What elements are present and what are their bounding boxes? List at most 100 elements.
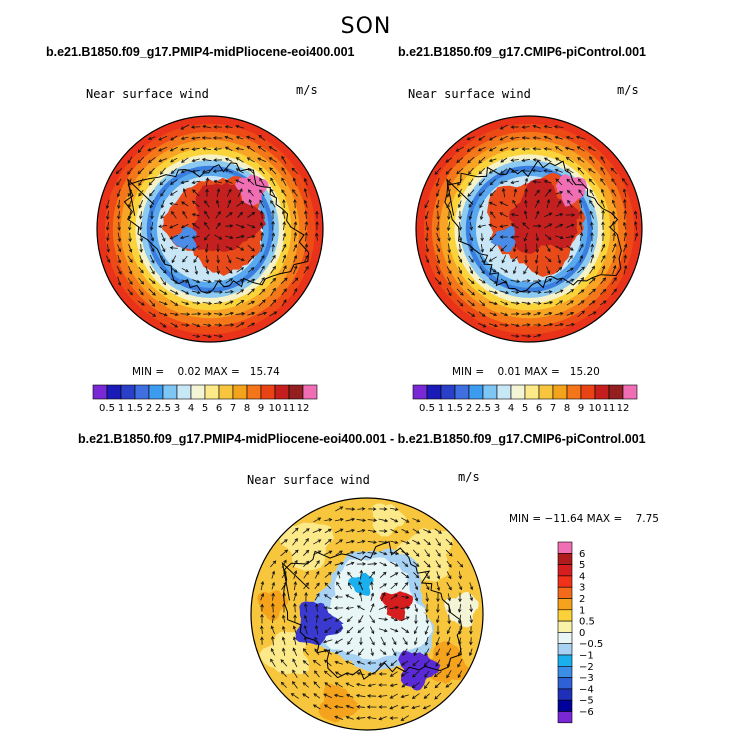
colorbar-label-0-4: 2.5 xyxy=(155,403,171,414)
colorbar-swatch-1-6 xyxy=(496,384,512,400)
panel-top-left-max-wind-region xyxy=(235,174,269,206)
panel-top-left-map xyxy=(96,115,324,343)
colorbar-label-2-3: 3 xyxy=(579,583,585,594)
colorbar-label-2-1: 5 xyxy=(579,560,585,571)
colorbar-swatch-2-14 xyxy=(557,699,573,712)
panel-diff-map xyxy=(250,497,484,731)
panel-top-left-case-title: b.e21.B1850.f09_g17.PMIP4-midPliocene-eo… xyxy=(46,45,355,59)
panel-diff-field-label: Near surface wind xyxy=(247,473,370,487)
panel-top-right-colorbar: 0.5 1 1.5 2 2.5 3 4 5 6 7 8 9 10 11 12 xyxy=(412,384,638,414)
colorbar-swatch-1-12 xyxy=(580,384,596,400)
colorbar-label-1-14: 12 xyxy=(617,403,630,414)
colorbar-swatch-1-4 xyxy=(468,384,484,400)
panel-diff-minmax: MIN = −11.64 MAX = 7.75 xyxy=(509,513,659,525)
colorbar-label-1-8: 6 xyxy=(536,403,542,414)
panel-top-right-field-label: Near surface wind xyxy=(408,87,531,101)
colorbar-swatch-2-4 xyxy=(557,586,573,599)
colorbar-swatch-2-1 xyxy=(557,553,573,565)
colorbar-swatch-1-7 xyxy=(510,384,526,400)
colorbar-label-0-0: 0.5 xyxy=(99,403,115,414)
colorbar-label-0-3: 2 xyxy=(146,403,152,414)
colorbar-label-2-6: 0.5 xyxy=(579,617,595,628)
colorbar-label-2-7: 0 xyxy=(579,628,585,639)
colorbar-swatch-0-10 xyxy=(232,384,248,400)
colorbar-swatch-1-8 xyxy=(524,384,540,400)
colorbar-swatch-0-13 xyxy=(274,384,290,400)
colorbar-label-0-2: 1.5 xyxy=(127,403,143,414)
colorbar-label-0-9: 7 xyxy=(230,403,236,414)
colorbar-label-1-1: 1 xyxy=(438,403,444,414)
panel-top-right-min-wind-region xyxy=(490,225,516,253)
colorbar-swatch-2-13 xyxy=(557,688,573,701)
colorbar-swatch-1-3 xyxy=(454,384,470,400)
colorbar-label-0-14: 12 xyxy=(297,403,310,414)
colorbar-swatch-0-2 xyxy=(120,384,136,400)
colorbar-label-0-12: 10 xyxy=(269,403,282,414)
colorbar-swatch-0-12 xyxy=(260,384,276,400)
panel-top-left-map-border xyxy=(96,115,324,343)
colorbar-label-2-9: −1 xyxy=(579,651,594,662)
colorbar-label-2-0: 6 xyxy=(579,549,585,560)
panel-top-right-units-label: m/s xyxy=(617,83,639,97)
panel-diff-anomaly-patch-7 xyxy=(444,591,479,628)
colorbar-swatch-0-1 xyxy=(106,384,122,400)
colorbar-swatch-1-5 xyxy=(482,384,498,400)
colorbar-swatch-2-0 xyxy=(557,541,573,554)
colorbar-swatch-0-3 xyxy=(134,384,150,400)
colorbar-label-2-2: 4 xyxy=(579,571,585,582)
panel-diff-ring-near-zero xyxy=(316,557,433,660)
panel-diff-moderate-negative xyxy=(348,572,374,596)
colorbar-swatch-2-8 xyxy=(557,632,573,645)
colorbar-swatch-0-9 xyxy=(218,384,234,400)
colorbar-swatch-0-8 xyxy=(204,384,220,400)
colorbar-label-0-7: 5 xyxy=(202,403,208,414)
colorbar-swatch-0-15 xyxy=(302,384,318,400)
colorbar-swatch-1-9 xyxy=(538,384,554,400)
colorbar-label-1-10: 8 xyxy=(564,403,570,414)
colorbar-swatch-2-5 xyxy=(557,598,573,611)
colorbar-swatch-1-0 xyxy=(412,384,428,400)
colorbar-label-0-1: 1 xyxy=(118,403,124,414)
panel-top-right-minmax: MIN = 0.01 MAX = 15.20 xyxy=(452,366,600,378)
colorbar-label-0-13: 11 xyxy=(283,403,296,414)
panel-diff-anomaly-patch-4 xyxy=(318,683,360,723)
colorbar-swatch-1-2 xyxy=(440,384,456,400)
colorbar-label-2-11: −3 xyxy=(579,673,594,684)
colorbar-swatch-2-7 xyxy=(557,620,573,633)
colorbar-label-1-0: 0.5 xyxy=(419,403,435,414)
colorbar-label-2-4: 2 xyxy=(579,594,585,605)
colorbar-label-2-14: −6 xyxy=(579,707,594,718)
panel-diff-anomaly-patch-5 xyxy=(371,503,407,537)
colorbar-swatch-0-6 xyxy=(176,384,192,400)
colorbar-swatch-0-11 xyxy=(246,384,262,400)
panel-top-right-case-title: b.e21.B1850.f09_g17.CMIP6-piControl.001 xyxy=(398,45,647,59)
panel-top-left-units-label: m/s xyxy=(296,83,318,97)
colorbar-label-1-12: 10 xyxy=(589,403,602,414)
colorbar-swatch-0-4 xyxy=(148,384,164,400)
panel-top-left-min-wind-region xyxy=(171,226,197,251)
colorbar-swatch-2-9 xyxy=(557,643,573,656)
panel-diff-map-border xyxy=(250,497,484,731)
panel-diff-anomaly-patch-0 xyxy=(278,522,334,571)
colorbar-label-1-11: 9 xyxy=(578,403,584,414)
colorbar-swatch-2-2 xyxy=(557,564,573,577)
colorbar-label-0-8: 6 xyxy=(216,403,222,414)
colorbar-swatch-1-15 xyxy=(622,384,638,400)
panel-top-left-minmax: MIN = 0.02 MAX = 15.74 xyxy=(132,366,280,378)
colorbar-swatch-0-7 xyxy=(190,384,206,400)
panel-top-right-map xyxy=(415,115,643,343)
figure-title: SON xyxy=(340,14,392,39)
colorbar-swatch-1-14 xyxy=(608,384,624,400)
colorbar-swatch-0-0 xyxy=(92,384,108,400)
panel-diff-strong-negative-west xyxy=(295,601,344,646)
colorbar-swatch-1-13 xyxy=(594,384,610,400)
colorbar-swatch-2-12 xyxy=(557,677,573,690)
colorbar-swatch-1-1 xyxy=(426,384,442,400)
colorbar-swatch-0-14 xyxy=(288,384,304,400)
panel-top-left-colorbar: 0.5 1 1.5 2 2.5 3 4 5 6 7 8 9 10 11 12 xyxy=(92,384,318,414)
colorbar-swatch-0-5 xyxy=(162,384,178,400)
colorbar-label-2-5: 1 xyxy=(579,605,585,616)
panel-top-right-map-border xyxy=(415,115,643,343)
colorbar-swatch-2-15 xyxy=(557,711,573,724)
colorbar-label-1-7: 5 xyxy=(522,403,528,414)
